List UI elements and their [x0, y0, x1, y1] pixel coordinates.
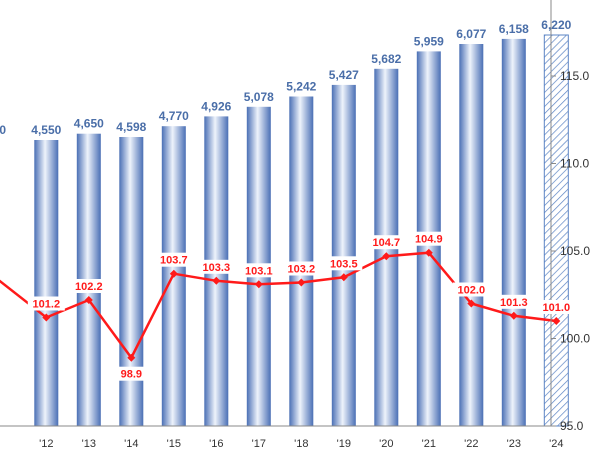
line-value-label-13: 101.0 — [543, 302, 571, 314]
line-label-bg-10 — [410, 231, 448, 246]
axis-layer — [0, 0, 556, 427]
line-value-label-2: 102.2 — [75, 281, 103, 293]
line-label-bg-6 — [240, 263, 278, 278]
line-marker-3 — [127, 353, 136, 362]
line-label-bg-11 — [452, 282, 490, 297]
line-label-bg-2 — [70, 279, 108, 293]
line-marker-5 — [212, 276, 221, 285]
bar-3 — [119, 137, 144, 426]
x-tick-label-13: '24 — [549, 438, 563, 450]
line-label-bg-3 — [116, 366, 147, 381]
line-marker-8 — [339, 273, 348, 282]
line-marker-4 — [169, 269, 178, 278]
x-tick-label-5: '16 — [209, 438, 223, 450]
y-right-tick-label-4: 115.0 — [560, 69, 589, 83]
x-tick-label-3: '14 — [124, 438, 138, 450]
line-label-bg-8 — [325, 256, 363, 271]
x-tick-label-8: '19 — [337, 438, 351, 450]
bar-value-label-10: 5,959 — [414, 34, 444, 48]
bar-1 — [34, 140, 59, 426]
bar-11 — [459, 44, 484, 426]
bar-value-label-6: 5,078 — [244, 90, 274, 104]
bars-layer — [34, 34, 569, 427]
line-marker-7 — [297, 278, 306, 287]
x-tick-label-12: '23 — [507, 438, 521, 450]
bar-value-label-3: 4,598 — [116, 120, 146, 134]
bar-value-label-13: 6,220 — [541, 18, 571, 32]
line-value-label-9: 104.7 — [373, 237, 401, 249]
line-marker-1 — [42, 313, 51, 322]
x-tick-label-1: '12 — [39, 438, 53, 450]
line-label-bg-12 — [495, 294, 533, 309]
line-label-bg-4 — [155, 252, 193, 267]
bar-13 — [543, 34, 569, 427]
line-value-label-11: 102.0 — [458, 285, 486, 297]
line-value-label-7: 103.2 — [288, 264, 316, 276]
line-value-label-5: 103.3 — [203, 262, 231, 274]
bar-value-label-5: 4,926 — [201, 99, 231, 113]
bar-value-label-1: 4,550 — [31, 123, 61, 137]
line-value-label-10: 104.9 — [415, 234, 443, 246]
line-value-label-1: 101.2 — [33, 299, 61, 311]
line-value-label-8: 103.5 — [330, 258, 358, 270]
bar-value-label-8: 5,427 — [329, 68, 359, 82]
bar-value-label-partial: 4,550 — [0, 123, 6, 137]
line-marker-13 — [552, 317, 561, 325]
line-marker-11 — [467, 299, 476, 308]
line-marker-6 — [254, 280, 263, 289]
bar-8 — [331, 84, 356, 427]
labels-layer: 4,550 4,650 4,598 4,770 4,926 5,078 5,242 5,427… — [0, 18, 590, 450]
line-label-bg-7 — [282, 261, 320, 276]
y-right-tick-label-1: 100.0 — [560, 332, 590, 346]
x-tick-label-4: '15 — [167, 438, 181, 450]
line-value-label-6: 103.1 — [245, 265, 273, 277]
bar-12 — [501, 38, 526, 427]
line-value-label-12: 101.3 — [500, 297, 528, 309]
bar-value-label-7: 5,242 — [286, 80, 316, 94]
x-tick-label-9: '20 — [379, 438, 393, 450]
line-marker-2 — [84, 296, 93, 304]
y-right-tick-label-0: 95.0 — [560, 419, 584, 433]
line-label-bg-13 — [537, 300, 575, 314]
bar-value-label-2: 4,650 — [74, 117, 104, 131]
x-tick-label-10: '21 — [422, 438, 436, 450]
x-tick-label-7: '18 — [294, 438, 308, 450]
line-value-label-3: 98.9 — [121, 369, 142, 381]
line-marker-10 — [424, 248, 433, 257]
bar-value-label-11: 6,077 — [456, 27, 486, 41]
line-label-bg-1 — [27, 296, 65, 311]
line-marker-12 — [509, 311, 518, 320]
x-tick-label-2: '13 — [82, 438, 96, 450]
x-tick-label-6: '17 — [252, 438, 266, 450]
bar-7 — [289, 96, 314, 426]
line-value-label-4: 103.7 — [160, 255, 188, 267]
line-marker-9 — [382, 252, 391, 261]
bar-value-label-9: 5,682 — [371, 52, 401, 66]
bar-value-label-12: 6,158 — [499, 22, 529, 36]
bar-value-label-4: 4,770 — [159, 109, 189, 123]
y-right-tick-label-2: 105.0 — [560, 244, 590, 258]
x-tick-label-11: '22 — [464, 438, 478, 450]
y-right-tick-label-3: 110.0 — [560, 157, 589, 171]
line-label-bg-9 — [367, 235, 405, 250]
line-label-bg-5 — [197, 259, 235, 274]
